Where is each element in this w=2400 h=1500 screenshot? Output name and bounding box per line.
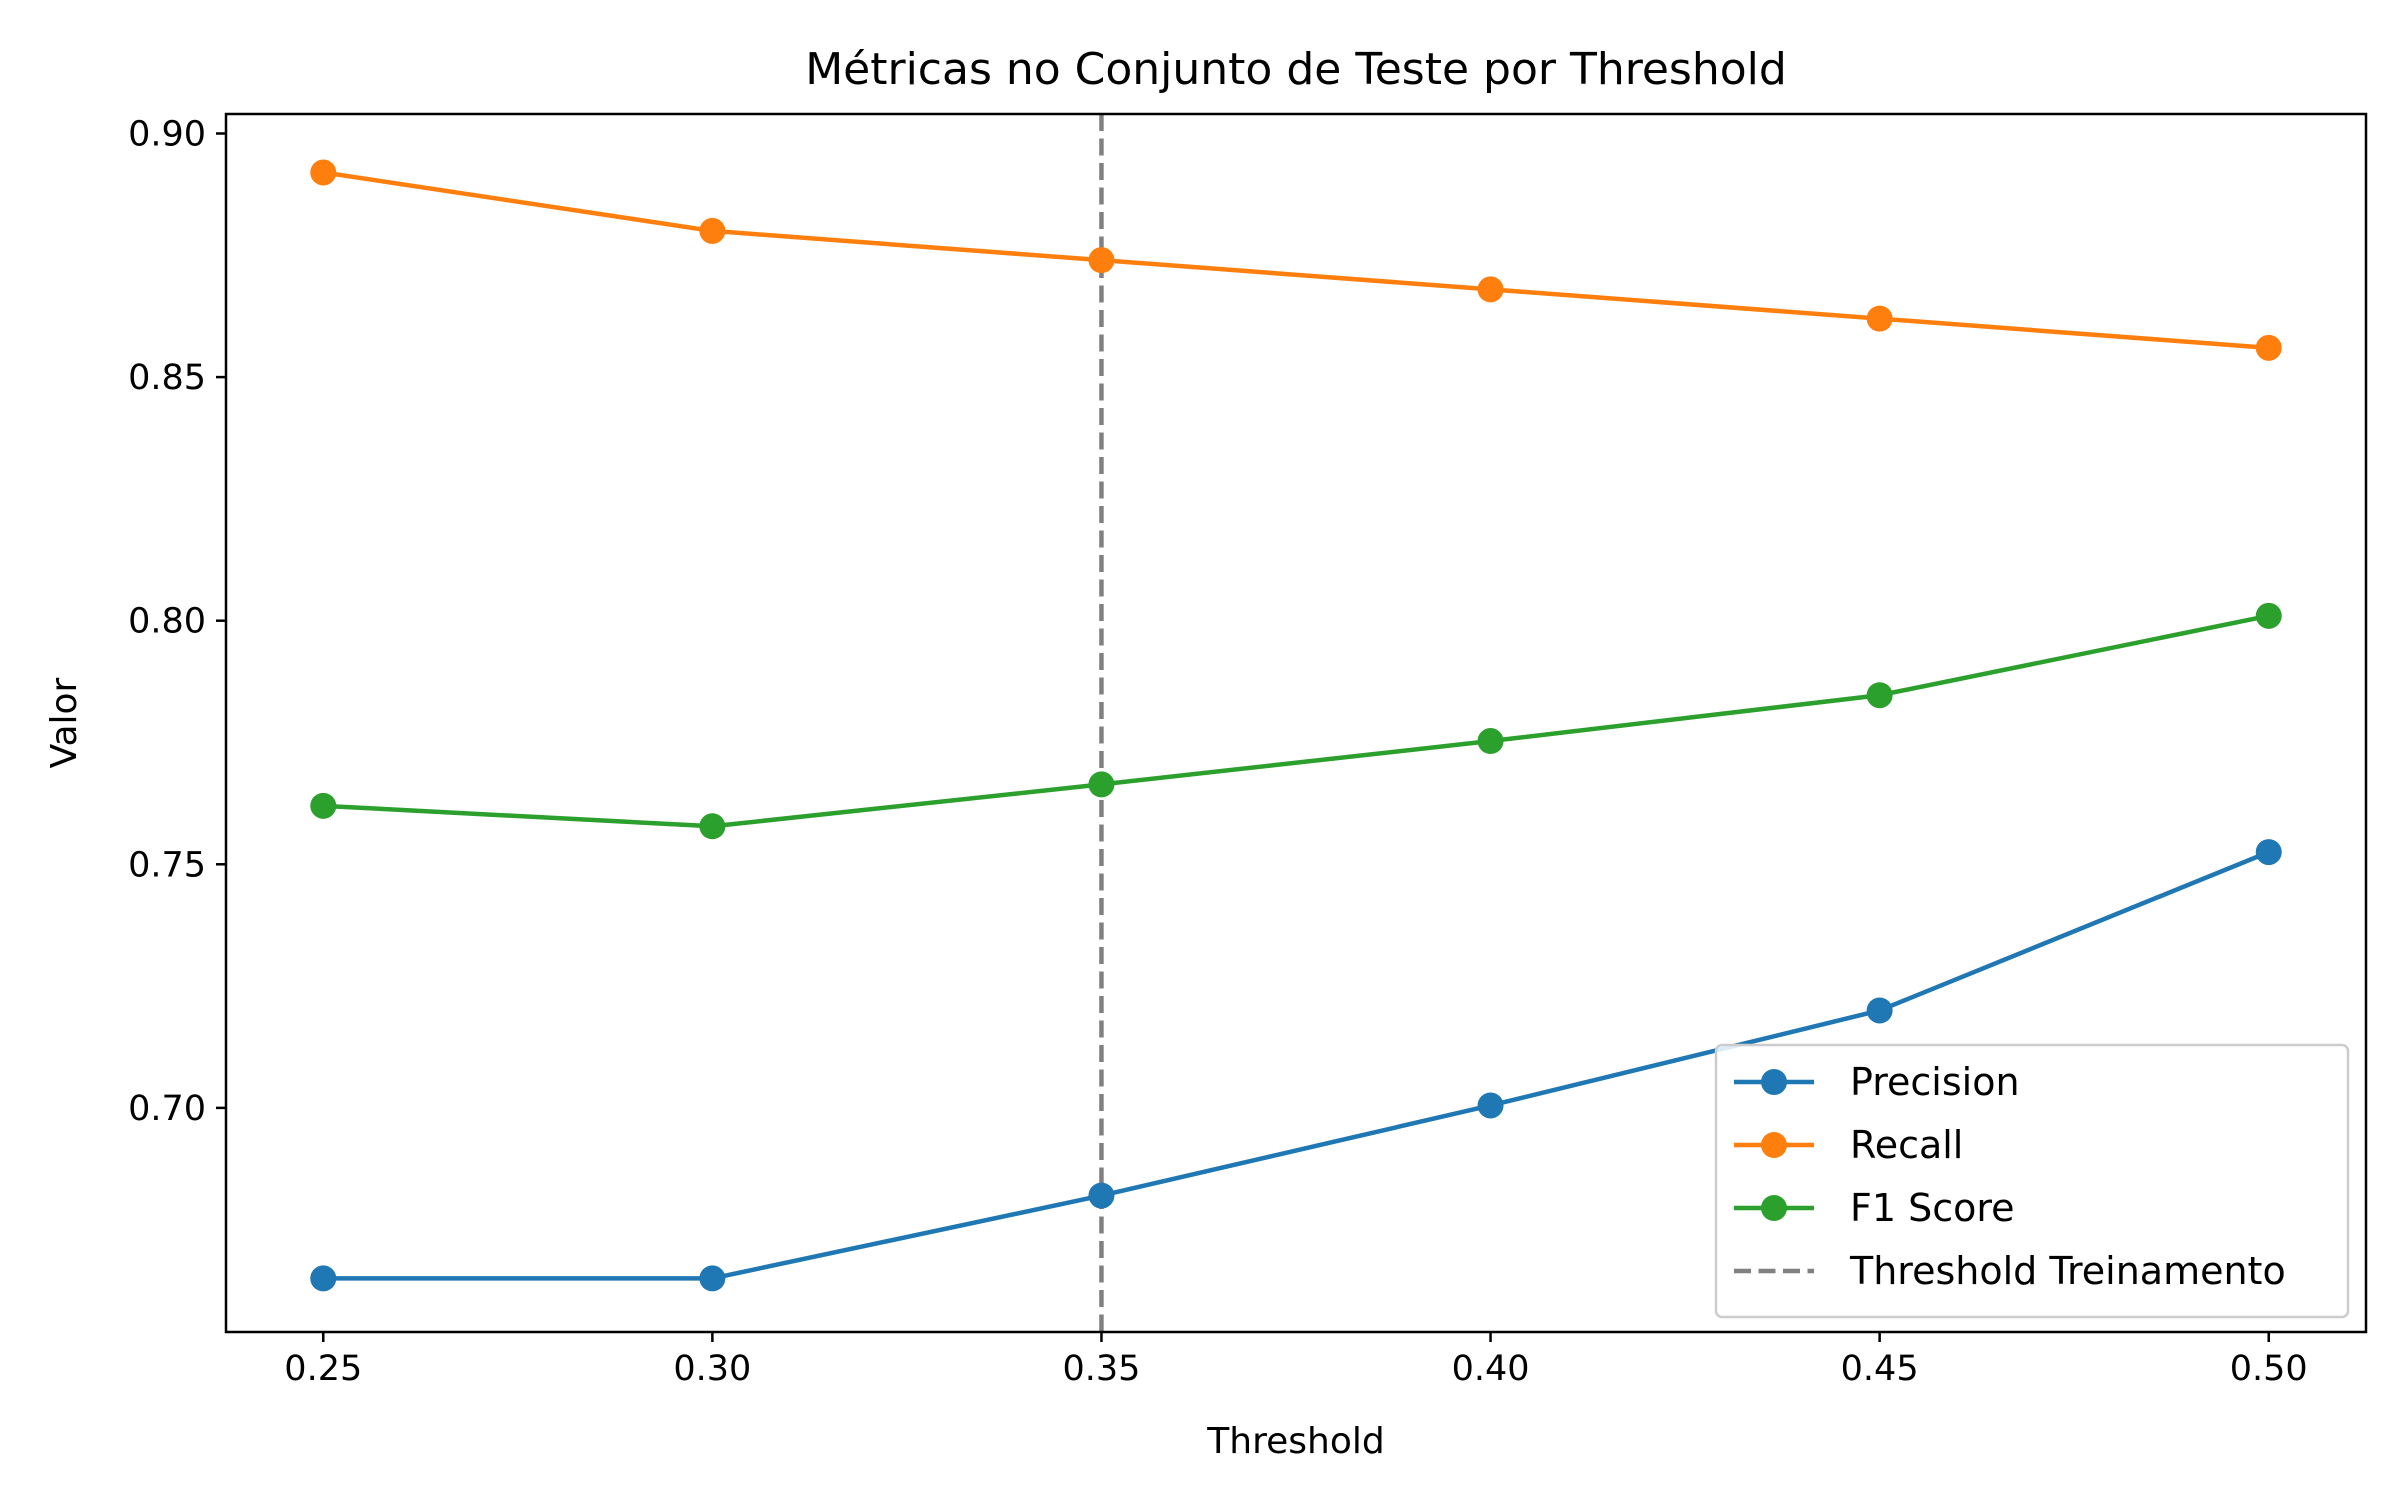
series-line-recall xyxy=(321,170,2271,351)
data-point-precision-0 xyxy=(310,1265,337,1292)
data-point-f1-score-2 xyxy=(1088,771,1115,798)
data-point-recall-5 xyxy=(2255,334,2282,361)
legend-marker-f1-score xyxy=(1761,1195,1787,1221)
data-point-f1-score-5 xyxy=(2255,602,2282,629)
data-point-f1-score-1 xyxy=(699,813,726,840)
legend-label-threshold-treinamento: Threshold Treinamento xyxy=(1849,1249,2286,1293)
legend-label-f1-score: F1 Score xyxy=(1850,1186,2015,1230)
x-tick-label-3: 0.40 xyxy=(1452,1349,1530,1389)
data-point-f1-score-3 xyxy=(1477,728,1504,755)
data-point-precision-3 xyxy=(1477,1092,1504,1119)
x-tick-label-1: 0.30 xyxy=(673,1349,751,1389)
data-point-precision-4 xyxy=(1866,997,1893,1024)
data-point-precision-2 xyxy=(1088,1182,1115,1209)
data-point-recall-1 xyxy=(699,217,726,244)
chart-title: Métricas no Conjunto de Teste por Thresh… xyxy=(805,44,1787,95)
data-point-f1-score-0 xyxy=(310,792,337,819)
y-tick-label-2: 0.80 xyxy=(128,602,206,642)
series-line-precision xyxy=(321,849,2271,1281)
legend-marker-recall xyxy=(1761,1132,1787,1158)
plot-area xyxy=(310,114,2282,1332)
legend-box xyxy=(1714,1043,2350,1319)
y-tick-label-1: 0.75 xyxy=(128,845,206,885)
data-point-recall-4 xyxy=(1866,305,1893,332)
series-line-f1-score xyxy=(321,613,2271,829)
data-point-recall-2 xyxy=(1088,247,1115,274)
legend-label-precision: Precision xyxy=(1850,1060,2020,1104)
data-point-recall-0 xyxy=(310,159,337,186)
legend-label-recall: Recall xyxy=(1850,1123,1963,1167)
x-tick-label-5: 0.50 xyxy=(2230,1349,2308,1389)
data-point-precision-1 xyxy=(699,1265,726,1292)
data-point-f1-score-4 xyxy=(1866,682,1893,709)
legend-marker-precision xyxy=(1761,1069,1787,1095)
data-point-recall-3 xyxy=(1477,276,1504,303)
x-tick-label-0: 0.25 xyxy=(284,1349,362,1389)
y-tick-label-0: 0.70 xyxy=(128,1089,206,1129)
y-tick-label-4: 0.90 xyxy=(128,114,206,154)
y-tick-label-3: 0.85 xyxy=(128,358,206,398)
axes-frame xyxy=(224,112,2368,1334)
x-axis-label: Threshold xyxy=(1206,1421,1384,1462)
axes: 0.25 0.30 0.35 0.40 0.45 0.50 0.70 0.75 0.80 0.85… xyxy=(128,112,2368,1389)
data-point-precision-5 xyxy=(2255,839,2282,866)
legend: Precision Recall F1 Score Threshold Treinam… xyxy=(1714,1043,2350,1319)
x-tick-label-2: 0.35 xyxy=(1062,1349,1140,1389)
y-axis-label: Valor xyxy=(44,677,85,768)
x-tick-label-4: 0.45 xyxy=(1841,1349,1919,1389)
